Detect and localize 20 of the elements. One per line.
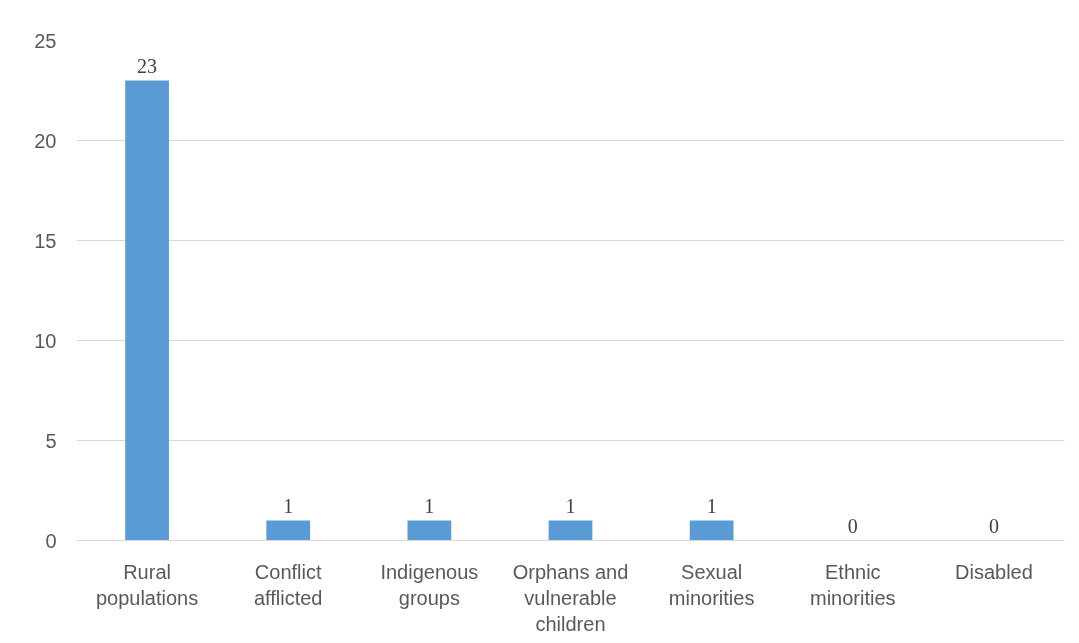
y-tick-label: 25 bbox=[34, 29, 57, 52]
x-tick-label: Sexual minorities bbox=[668, 560, 755, 609]
data-label: 0 bbox=[988, 514, 999, 537]
y-tick-label: 15 bbox=[34, 229, 57, 252]
data-label: 1 bbox=[565, 494, 576, 517]
x-tick-label: Ethnic minorities bbox=[810, 560, 896, 609]
data-label: 1 bbox=[424, 494, 435, 517]
x-tick-label: Indigenous groups bbox=[380, 560, 479, 609]
data-label: 23 bbox=[137, 54, 158, 77]
y-tick-label: 20 bbox=[34, 129, 57, 152]
y-tick-label: 0 bbox=[45, 529, 57, 552]
x-tick-label: Disabled bbox=[955, 560, 1033, 583]
data-label: 1 bbox=[706, 494, 717, 517]
data-label: 1 bbox=[283, 494, 294, 517]
x-tick-label: Orphans and vulnerable children bbox=[512, 560, 629, 636]
data-label: 0 bbox=[847, 514, 858, 537]
y-tick-label: 5 bbox=[45, 429, 57, 452]
x-tick-label: Rural populations bbox=[95, 560, 199, 609]
x-tick-label: Conflict afflicted bbox=[253, 560, 323, 609]
y-tick-label: 10 bbox=[34, 329, 57, 352]
